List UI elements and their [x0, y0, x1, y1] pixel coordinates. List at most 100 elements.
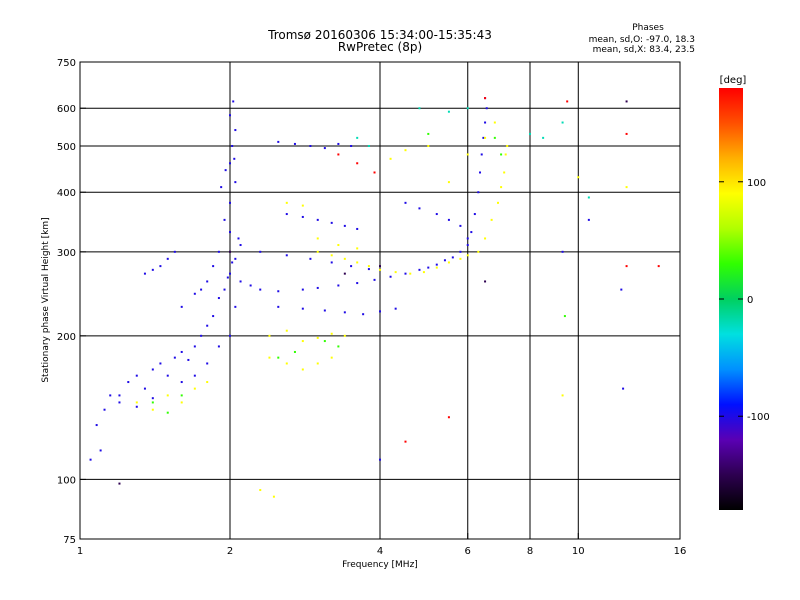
data-point: [229, 334, 231, 337]
data-point: [337, 284, 340, 287]
data-point: [500, 186, 503, 189]
data-point: [466, 153, 469, 156]
data-point: [500, 153, 503, 156]
data-point: [466, 237, 469, 240]
data-point: [301, 215, 304, 218]
data-point: [234, 181, 237, 184]
data-point: [277, 305, 280, 308]
data-point: [394, 307, 397, 310]
data-point: [484, 136, 487, 139]
data-point: [316, 250, 319, 253]
data-point: [206, 280, 209, 283]
data-point: [180, 401, 183, 404]
data-point: [473, 213, 476, 216]
data-point: [109, 394, 112, 397]
data-point: [233, 157, 236, 160]
data-point: [343, 334, 346, 337]
x-tick-label: 2: [227, 546, 233, 557]
data-point: [418, 268, 421, 271]
data-point: [173, 250, 176, 253]
data-point: [200, 288, 203, 291]
data-point: [277, 356, 280, 359]
data-point: [404, 272, 407, 275]
data-point: [229, 201, 231, 204]
data-point: [587, 196, 590, 199]
data-point: [496, 201, 499, 204]
data-point: [293, 142, 296, 145]
data-point: [477, 250, 480, 253]
data-point: [223, 288, 226, 291]
data-point: [330, 221, 333, 224]
data-point: [285, 362, 288, 365]
data-point: [301, 204, 304, 207]
data-point: [135, 401, 138, 404]
data-point: [447, 218, 450, 221]
data-point: [542, 136, 545, 139]
data-point: [466, 107, 469, 110]
x-tick-label: 16: [674, 546, 687, 557]
data-point: [493, 121, 496, 124]
data-point: [356, 282, 359, 285]
chart-title: Tromsø 20160306 15:34:00-15:35:43: [267, 28, 492, 42]
data-point: [389, 157, 392, 160]
data-point: [285, 213, 288, 216]
x-axis-ticks: 1 2 4 6 8 10 16: [77, 533, 687, 557]
chart-subtitle: RwPretec (8p): [338, 40, 422, 54]
colorbar-tick-label: 100: [747, 178, 766, 189]
data-point: [285, 201, 288, 204]
data-point: [422, 271, 425, 274]
data-point: [356, 162, 359, 165]
data-point: [427, 144, 430, 147]
data-point: [389, 275, 392, 278]
x-tick-label: 8: [527, 546, 533, 557]
data-point: [173, 356, 176, 359]
data-point: [466, 254, 469, 257]
data-point: [620, 288, 623, 291]
data-point: [459, 224, 462, 227]
data-point: [316, 362, 319, 365]
y-tick-label: 750: [57, 58, 76, 69]
data-point: [95, 424, 98, 427]
x-tick-label: 6: [465, 546, 471, 557]
data-point: [343, 311, 346, 314]
data-point: [301, 368, 304, 371]
data-point: [404, 201, 407, 204]
data-point: [561, 394, 564, 397]
data-point: [490, 218, 493, 221]
data-point: [587, 218, 590, 221]
data-point: [479, 171, 482, 174]
data-point: [367, 268, 370, 271]
y-tick-label: 600: [57, 104, 76, 115]
data-point: [330, 332, 333, 335]
data-point: [625, 265, 628, 268]
data-point: [226, 276, 229, 279]
data-point: [418, 107, 421, 110]
data-point: [484, 121, 487, 124]
data-point: [362, 313, 365, 316]
y-tick-label: 500: [57, 142, 76, 153]
data-point: [135, 405, 138, 408]
data-point: [323, 340, 326, 343]
y-tick-label: 400: [57, 188, 76, 199]
data-point: [577, 176, 580, 179]
data-point: [484, 97, 487, 100]
data-point: [193, 387, 196, 390]
colorbar-tick-label: 0: [747, 295, 753, 306]
y-tick-label: 200: [57, 332, 76, 343]
data-point: [212, 265, 215, 268]
data-point: [301, 288, 304, 291]
data-point: [193, 345, 196, 348]
data-point: [625, 132, 628, 135]
data-point: [394, 271, 397, 274]
data-point: [309, 257, 312, 260]
data-point: [435, 266, 438, 269]
x-tick-label: 10: [572, 546, 585, 557]
colorbar-tick-label: -100: [747, 412, 770, 423]
data-point: [180, 305, 183, 308]
data-point: [229, 272, 231, 275]
data-point: [451, 256, 454, 259]
data-point: [249, 284, 252, 287]
data-point: [323, 147, 326, 150]
data-point: [212, 315, 215, 318]
data-point: [529, 132, 531, 135]
